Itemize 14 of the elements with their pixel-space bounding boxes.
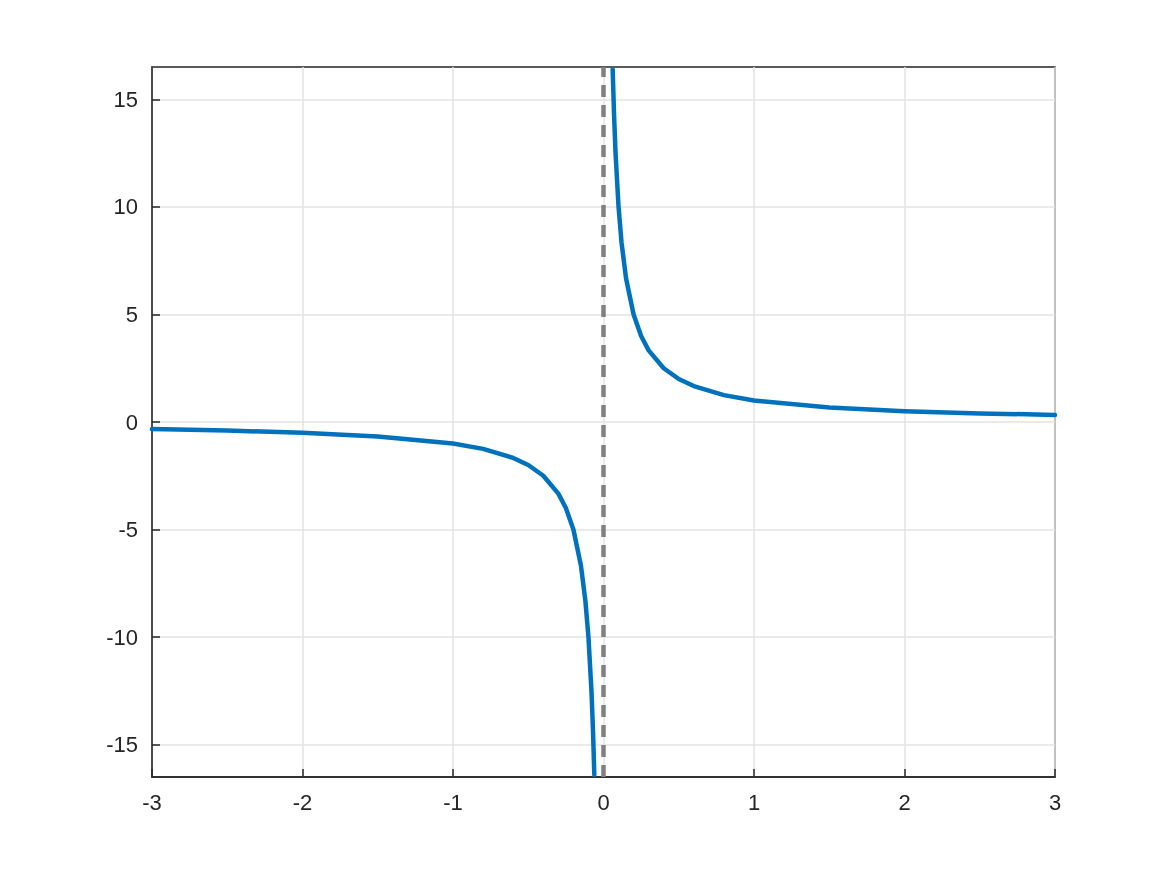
y-tick-label: 5	[125, 301, 138, 327]
y-tick-label: 10	[113, 194, 138, 220]
x-tick-label: 3	[1048, 789, 1062, 815]
y-tick-label: -10	[106, 624, 138, 650]
x-tick-label: -3	[142, 789, 162, 815]
x-tick-label: 0	[597, 789, 610, 815]
y-tick-label: -5	[118, 517, 138, 543]
y-tick-label: 0	[125, 409, 138, 435]
x-tick-label: 1	[747, 789, 761, 815]
x-tick-label: 2	[898, 789, 911, 815]
y-tick-label: 15	[113, 86, 138, 112]
x-tick-label: -1	[443, 789, 463, 815]
x-tick-label: -2	[292, 789, 313, 815]
y-tick-label: -15	[106, 732, 138, 758]
